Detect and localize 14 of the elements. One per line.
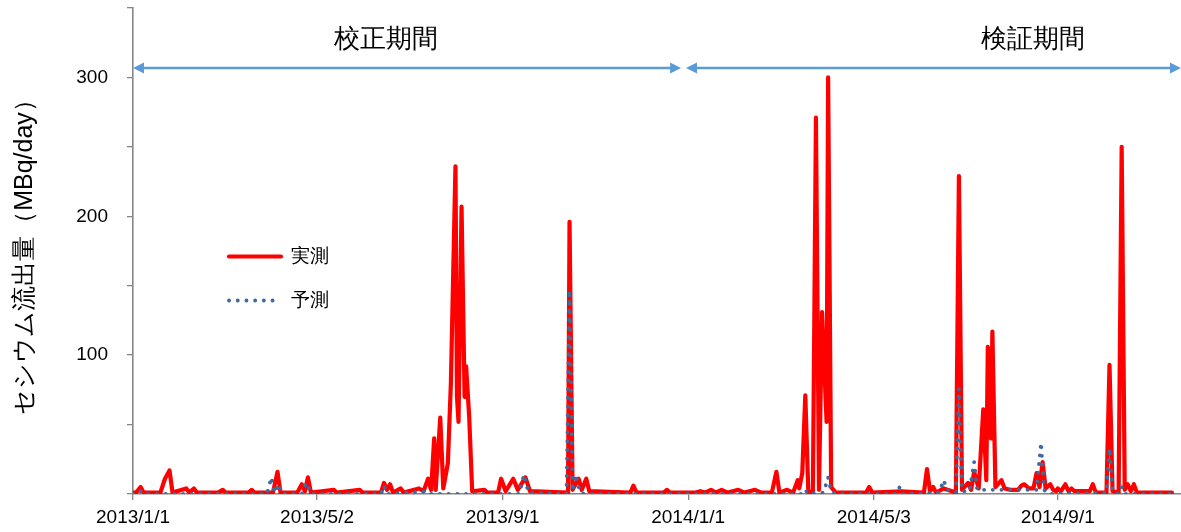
legend-label: 実測 <box>290 244 329 266</box>
x-tick-label: 2014/9/1 <box>1020 505 1095 527</box>
legend-label: 予測 <box>290 288 329 310</box>
x-tick-label: 2013/1/1 <box>96 505 170 527</box>
y-tick-label: 200 <box>76 204 108 226</box>
annotation: 検証期間 <box>981 23 1086 54</box>
y-axis-title: セシウム流出量（MBq/day） <box>8 87 37 415</box>
x-tick-label: 2014/1/1 <box>651 505 726 527</box>
y-tick-label: 100 <box>76 343 108 365</box>
x-tick-label: 2014/5/3 <box>836 505 911 527</box>
x-tick-label: 2013/9/1 <box>465 505 540 527</box>
y-tick-label: 300 <box>76 65 108 87</box>
x-tick-label: 2013/5/2 <box>280 505 355 527</box>
annotation: 校正期間 <box>332 23 438 54</box>
